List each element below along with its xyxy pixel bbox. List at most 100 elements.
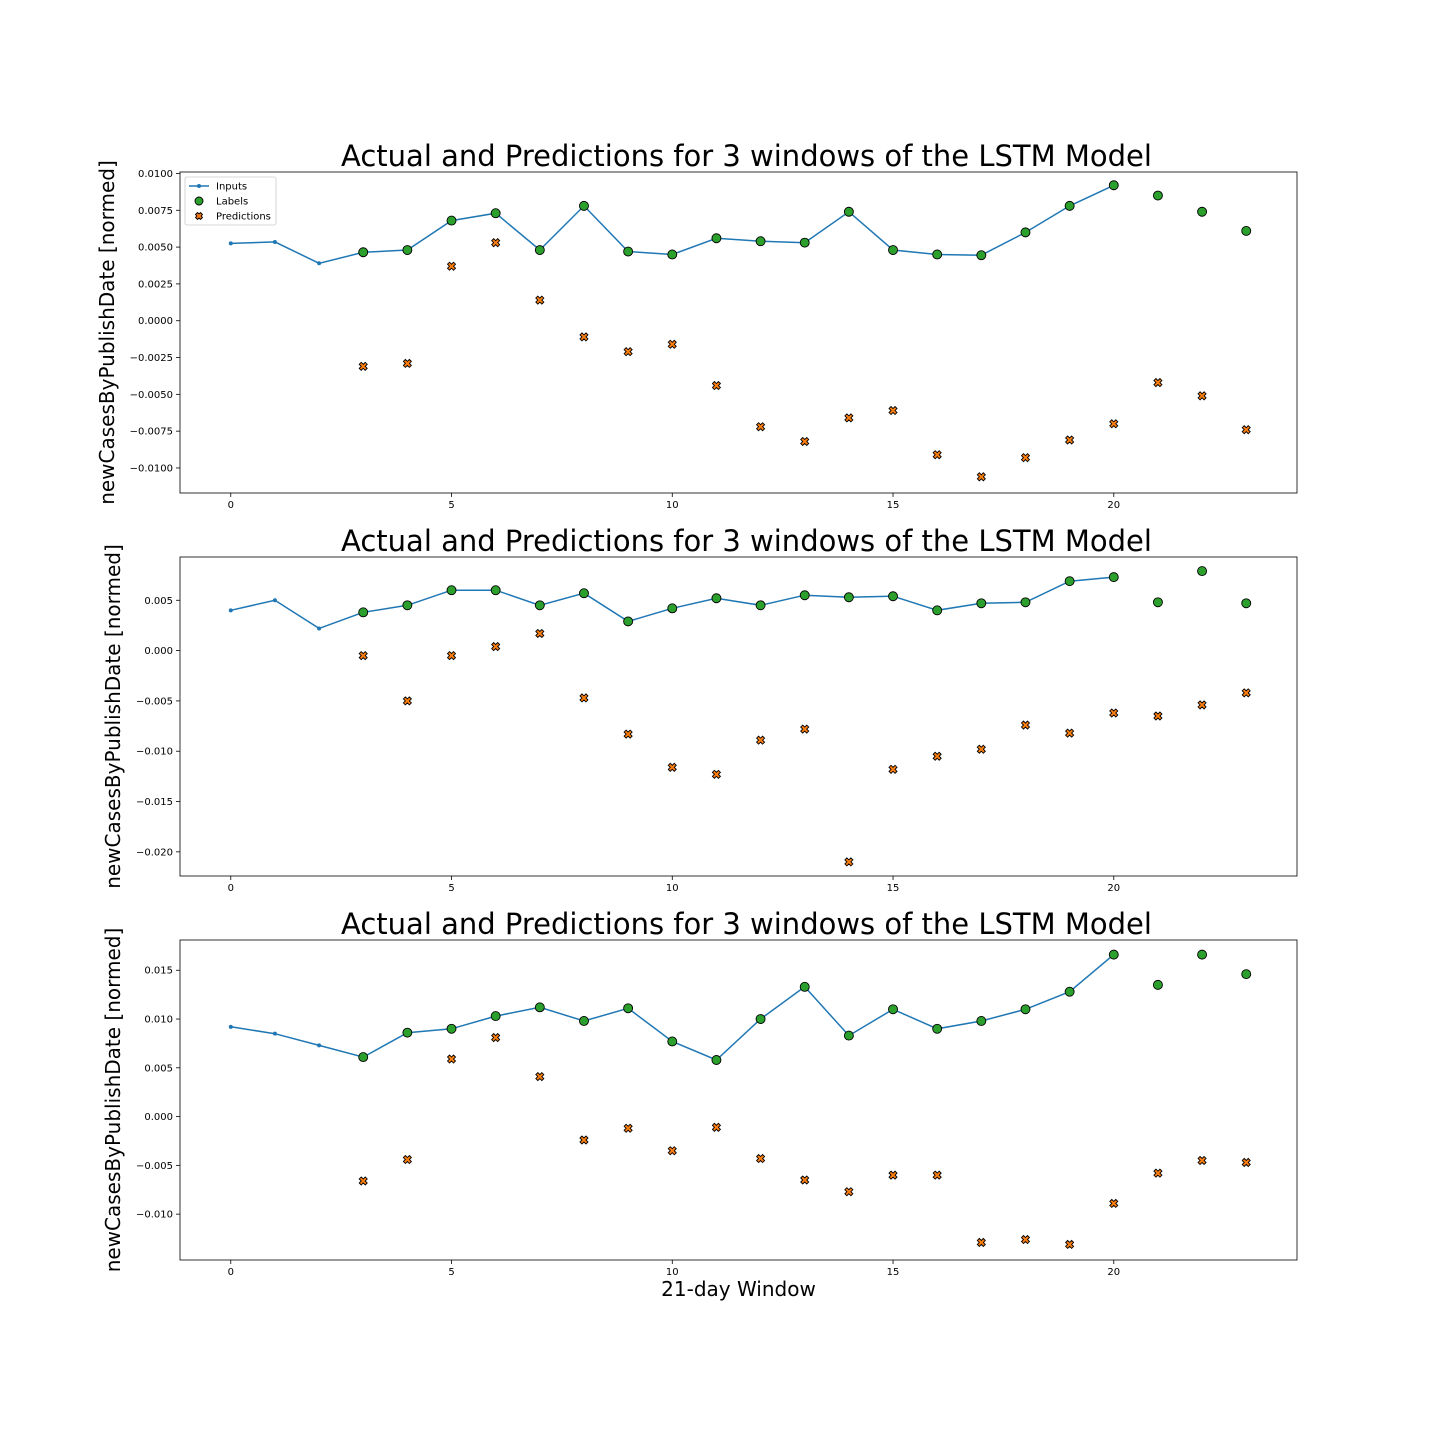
- prediction-point: [358, 1176, 368, 1186]
- x-tick-label: 5: [448, 500, 454, 511]
- y-tick-label: 0.0000: [138, 316, 173, 327]
- label-point: [799, 237, 810, 248]
- y-tick-label: 0.0100: [138, 169, 173, 180]
- label-point: [1152, 597, 1163, 608]
- plot-frame: [179, 556, 1298, 877]
- prediction-point: [402, 358, 413, 369]
- label-point: [402, 245, 413, 255]
- label-point: [667, 1036, 678, 1047]
- prediction-point: [1020, 1234, 1031, 1245]
- prediction-point: [446, 261, 457, 271]
- prediction-point: [446, 650, 457, 661]
- y-tick-label: 0.0050: [138, 243, 173, 254]
- legend-labels-marker: [194, 196, 204, 206]
- prediction-point: [844, 857, 854, 867]
- prediction-point: [579, 1135, 589, 1145]
- prediction-point: [1241, 688, 1251, 698]
- chart-panel-1: Actual and Predictions for 3 windows of …: [95, 139, 1298, 511]
- label-point: [402, 1027, 413, 1038]
- prediction-point: [1020, 720, 1031, 730]
- label-point: [1108, 949, 1119, 960]
- prediction-point: [844, 413, 854, 423]
- prediction-point: [535, 1071, 545, 1082]
- y-tick-label: 0.010: [144, 1015, 173, 1026]
- y-tick-label: 0.005: [144, 596, 173, 607]
- x-tick-label: 0: [228, 1267, 234, 1278]
- prediction-point: [667, 1146, 677, 1156]
- prediction-point: [579, 693, 589, 703]
- x-tick-label: 20: [1107, 1267, 1120, 1278]
- chart-title: Actual and Predictions for 3 windows of …: [341, 524, 1152, 558]
- chart-panel-3: Actual and Predictions for 3 windows of …: [101, 907, 1298, 1301]
- label-point: [1108, 572, 1119, 583]
- label-point: [1064, 200, 1075, 211]
- prediction-point: [711, 769, 722, 779]
- label-point: [843, 1030, 854, 1041]
- prediction-point: [755, 735, 766, 745]
- label-point: [1152, 190, 1163, 201]
- y-tick-label: −0.010: [136, 747, 173, 758]
- prediction-point: [888, 1170, 898, 1180]
- inputs-point: [228, 241, 233, 246]
- inputs-point: [317, 626, 322, 631]
- legend: Inputs Labels Predictions: [184, 176, 277, 226]
- inputs-point: [317, 1043, 322, 1048]
- y-tick-label: −0.0050: [130, 390, 173, 401]
- label-point: [1020, 1004, 1031, 1015]
- label-point: [1241, 598, 1252, 609]
- prediction-point: [755, 422, 766, 432]
- chart-title: Actual and Predictions for 3 windows of …: [341, 139, 1152, 173]
- label-point: [667, 249, 678, 260]
- prediction-point: [402, 1154, 413, 1165]
- label-point: [976, 1016, 987, 1026]
- y-tick-label: 0.005: [144, 1063, 173, 1074]
- label-point: [446, 1023, 457, 1034]
- prediction-point: [1241, 425, 1251, 435]
- prediction-point: [358, 650, 368, 661]
- label-point: [755, 236, 766, 247]
- prediction-point: [535, 628, 545, 639]
- label-point: [1108, 180, 1119, 191]
- label-point: [799, 981, 810, 992]
- prediction-point: [711, 380, 722, 391]
- prediction-point: [491, 641, 501, 652]
- label-point: [623, 616, 634, 627]
- chart-title: Actual and Predictions for 3 windows of …: [341, 907, 1152, 941]
- prediction-point: [623, 347, 633, 357]
- label-point: [755, 1014, 766, 1024]
- y-tick-label: −0.020: [136, 847, 173, 858]
- prediction-point: [1153, 1168, 1163, 1178]
- prediction-point: [1109, 708, 1119, 718]
- prediction-point: [755, 1153, 766, 1164]
- x-tick-label: 20: [1107, 883, 1120, 894]
- label-point: [446, 215, 457, 226]
- label-point: [358, 607, 369, 618]
- x-tick-label: 20: [1107, 500, 1120, 511]
- y-tick-label: 0.015: [144, 966, 173, 977]
- prediction-point: [1064, 728, 1075, 738]
- label-point: [1197, 206, 1208, 217]
- prediction-point: [1197, 1155, 1207, 1166]
- inputs-point: [228, 608, 233, 613]
- y-axis-label: newCasesByPublishDate [normed]: [101, 544, 125, 889]
- label-point: [667, 603, 678, 614]
- prediction-point: [1109, 419, 1119, 429]
- label-point: [711, 233, 722, 244]
- legend-label: Labels: [216, 197, 248, 208]
- label-point: [1241, 225, 1252, 236]
- label-point: [932, 249, 943, 260]
- prediction-point: [446, 1054, 457, 1064]
- prediction-point: [1197, 700, 1207, 710]
- inputs-point: [272, 598, 277, 603]
- y-tick-label: −0.010: [136, 1210, 173, 1221]
- prediction-point: [800, 1175, 810, 1185]
- inputs-point: [317, 261, 322, 266]
- label-point: [1197, 566, 1208, 577]
- y-tick-label: −0.0075: [130, 427, 173, 438]
- x-tick-label: 15: [887, 883, 900, 894]
- label-point: [888, 245, 898, 255]
- prediction-point: [976, 744, 986, 754]
- prediction-point: [491, 238, 501, 248]
- label-point: [446, 585, 457, 596]
